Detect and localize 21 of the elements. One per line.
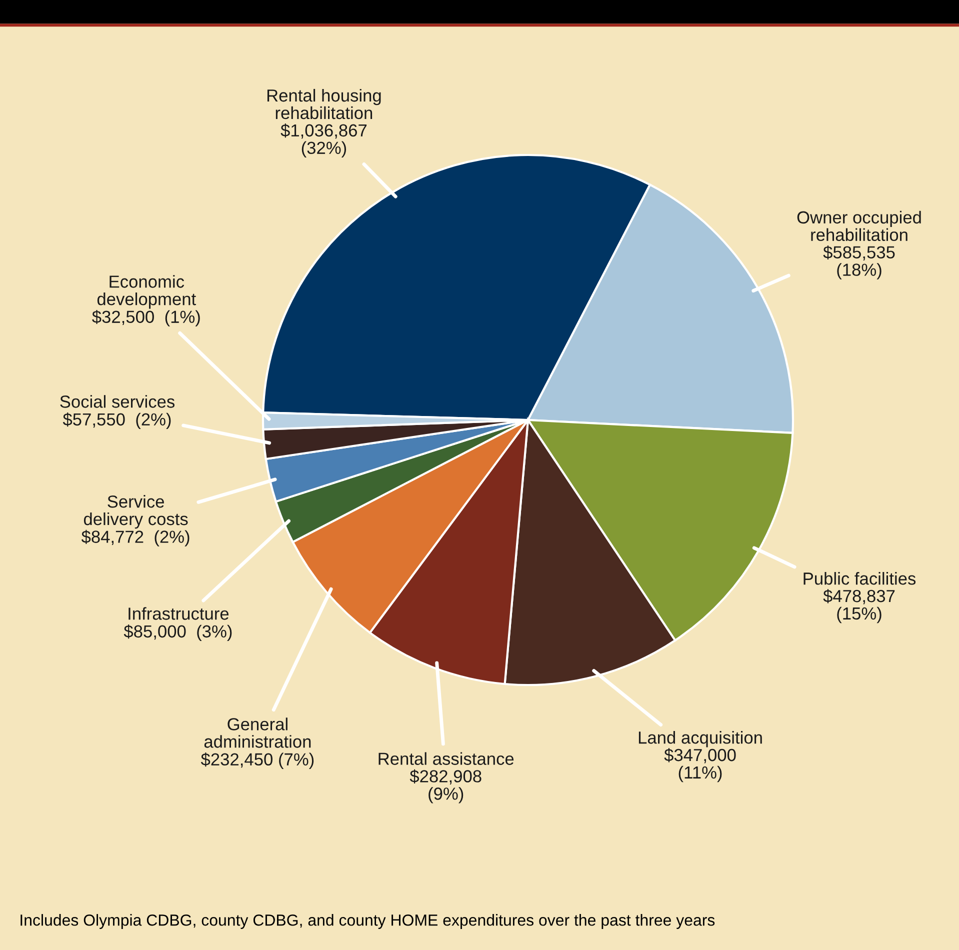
data-label: $32,500 (1%) [92,310,200,326]
slice-label: Public facilities [804,572,916,585]
slice-label: Rental assistance [378,752,514,765]
slice-label: Owner occupied rehabilitation [797,210,921,242]
data-label: $282,908 (9%) [410,769,482,804]
data-label: $85,000 (3%) [124,624,232,641]
slice-label: Social services [60,395,175,408]
slice-label: Infrastructure [128,607,229,620]
data-label: $84,772 (2%) [81,530,190,546]
slice-label: Service delivery costs [84,495,188,529]
text: Includes Olympia CDBG, county CDBG, and county HOME expenditures over the past three years [20,914,715,929]
data-label: $57,550 (2%) [62,412,171,429]
data-label: $1,036,867 (32%) [280,124,367,158]
slice-label: Rental housing rehabilitation [267,88,381,120]
slice-label: Economic development [97,275,196,309]
data-label: $478,837 (15%) [823,589,895,624]
slice-label: General administration [204,718,311,748]
data-label: $585,535 (18%) [823,245,895,280]
slice-label: Land acquisition [638,731,762,748]
data-label: $232,450 (7%) [200,752,314,769]
data-label: $347,000 (11%) [664,748,736,782]
